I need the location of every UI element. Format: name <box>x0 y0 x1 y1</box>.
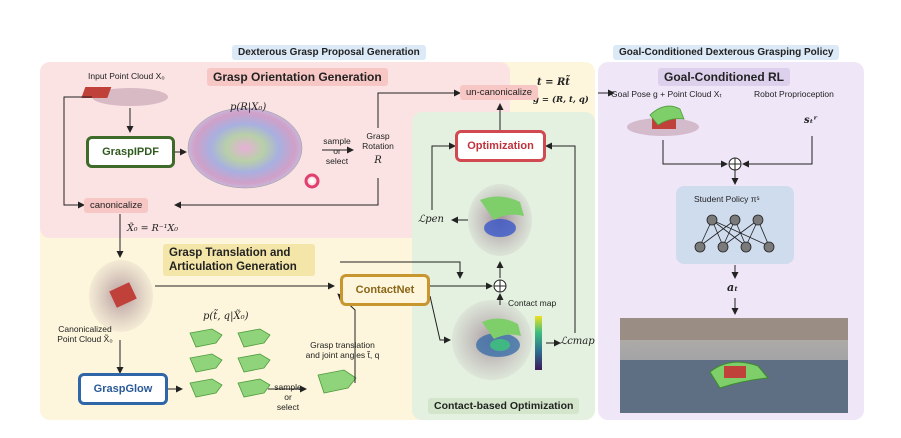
input-point-cloud <box>81 87 168 106</box>
robot-proprioception-label: Robot Proprioception <box>754 89 834 99</box>
rl-section-title: Goal-Conditioned RL <box>658 68 790 86</box>
rotation-symbol: R <box>374 155 382 166</box>
orientation-section-title: Grasp Orientation Generation <box>207 68 388 86</box>
contact-map-point-cloud <box>452 300 532 380</box>
contact-map-label: Contact map <box>508 298 557 308</box>
input-cloud-label: Input Point Cloud X₀ <box>88 71 165 81</box>
canon-cloud-line1: Canonicalized <box>58 324 112 334</box>
grasp-trans-line1: Grasp translation <box>310 340 375 350</box>
graspglow-box: GraspGlow <box>78 373 168 405</box>
canonicalize-box: canonicalize <box>84 198 149 213</box>
or-text-1: or <box>333 146 341 156</box>
arrows <box>63 89 813 393</box>
canonicalize-equation: X̃₀ = R⁻¹X₀ <box>127 223 179 234</box>
selected-hand <box>317 369 357 394</box>
action-label: aₜ <box>727 281 739 294</box>
grasp-trans-line2: and joint angles t̃, q <box>305 350 380 360</box>
un-canonicalize-box: un-canonicalize <box>460 85 539 100</box>
rotation-distribution-sphere <box>187 107 320 189</box>
translation-equation: t = Rt̃ <box>537 77 570 88</box>
penetration-loss-label: ℒpen <box>418 214 444 225</box>
grasp-rotation-line1: Grasp <box>366 131 390 141</box>
contact-map-colorbar <box>535 316 542 370</box>
sample-text-2: sample <box>274 382 302 392</box>
simulation-render <box>620 318 848 413</box>
proprioception-symbol: sₜʳ <box>804 115 818 126</box>
penetration-point-cloud <box>468 184 532 256</box>
contact-map-loss-label: ℒcmap <box>560 336 595 347</box>
student-policy-network <box>676 186 794 264</box>
translation-distribution-label: p(t̃, q|X̃₀) <box>203 311 249 322</box>
select-text-1: select <box>325 156 349 166</box>
translation-section-title: Grasp Translation and Articulation Gener… <box>163 244 315 276</box>
goal-pose-label: Goal Pose g + Point Cloud Xₜ <box>611 89 722 99</box>
sample-or-select-2: sample or select <box>270 382 306 412</box>
grasp-ipdf-box: GraspIPDF <box>86 136 175 168</box>
contact-section-title: Contact-based Optimization <box>428 398 580 414</box>
canonicalized-point-cloud <box>89 260 153 332</box>
translation-title-text: Grasp Translation and Articulation Gener… <box>169 247 297 273</box>
hand-samples-grid <box>189 328 271 398</box>
proposal-header: Dexterous Grasp Proposal Generation <box>232 45 426 60</box>
select-text-2: select <box>276 402 300 412</box>
grasp-translation-label: Grasp translation and joint angles t̃, q <box>295 340 390 360</box>
canon-cloud-line2: Point Cloud X̃₀ <box>57 334 113 344</box>
student-policy-label: Student Policy πˢ <box>694 194 760 204</box>
goal-equation: g = (R, t, q) <box>533 95 589 105</box>
contactnet-box: ContactNet <box>340 274 430 306</box>
canonicalized-cloud-label: Canonicalized Point Cloud X̃₀ <box>40 324 130 344</box>
policy-header: Goal-Conditioned Dexterous Grasping Poli… <box>613 45 840 60</box>
sample-text-1: sample <box>323 136 351 146</box>
rotation-distribution-label: p(R|X₀) <box>230 102 267 113</box>
grasp-rotation-label: Grasp Rotation R <box>356 131 400 166</box>
grasp-rotation-line2: Rotation <box>362 141 394 151</box>
or-text-2: or <box>284 392 292 402</box>
sample-or-select-1: sample or select <box>322 136 352 166</box>
optimization-box: Optimization <box>455 130 546 162</box>
goal-pose-point-cloud <box>627 105 699 136</box>
